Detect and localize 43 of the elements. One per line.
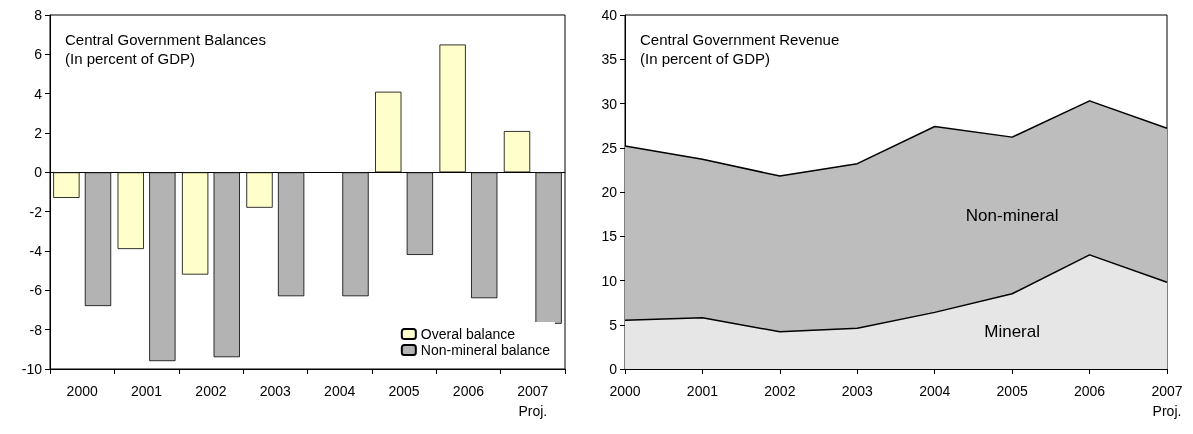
y-tick-label: -6 <box>29 282 43 299</box>
x-tick-label: 2007 Proj. <box>1151 383 1183 419</box>
x-tick-label: 2003 <box>841 383 874 399</box>
y-tick-label: 20 <box>601 184 618 200</box>
y-tick-label: -4 <box>29 243 43 259</box>
x-tick-label: 2001 <box>130 383 163 399</box>
x-tick-label: 2000 <box>609 383 641 399</box>
legend-label: Non-mineral balance <box>420 342 551 358</box>
text: (In percent of GDP) <box>65 50 196 67</box>
x-tick-label: 2005 <box>388 383 420 399</box>
x-tick-label: 2000 <box>66 383 98 399</box>
y-tick-label: 40 <box>601 7 618 23</box>
y-tick-label: 5 <box>609 316 618 333</box>
legend-label: Overal balance <box>420 326 516 342</box>
y-tick-label: 6 <box>34 46 43 63</box>
x-tick-label: 2005 <box>996 383 1028 399</box>
y-tick-label: 15 <box>601 228 618 245</box>
y-tick-label: -2 <box>29 203 43 220</box>
y-tick-label: 30 <box>601 95 618 112</box>
x-tick-label: 2004 <box>324 383 356 399</box>
text: Central Government Balances <box>65 31 266 48</box>
text: (In percent of GDP) <box>640 50 771 67</box>
y-tick-label: 2 <box>34 125 43 141</box>
x-tick-label: 2002 <box>764 383 796 399</box>
y-tick-label: 0 <box>34 164 43 181</box>
series-label: Non-mineral <box>965 205 1059 225</box>
y-tick-label: 25 <box>601 139 618 156</box>
y-tick-label: 35 <box>601 51 618 68</box>
x-tick-label: 2001 <box>686 383 719 399</box>
series-label: Mineral <box>984 321 1041 341</box>
y-tick-label: -8 <box>29 321 43 338</box>
x-tick-label: 2004 <box>919 383 951 399</box>
x-tick-label: 2002 <box>195 383 227 399</box>
y-tick-label: 4 <box>34 85 43 102</box>
x-tick-label: 2006 <box>452 383 485 399</box>
y-tick-label: 0 <box>609 361 618 377</box>
text: Central Government Revenue <box>640 31 840 48</box>
x-tick-label: 2007 Proj. <box>517 383 549 419</box>
x-tick-label: 2006 <box>1073 383 1106 399</box>
y-tick-label: 8 <box>34 7 43 23</box>
y-tick-label: -10 <box>21 361 43 377</box>
x-tick-label: 2003 <box>259 383 292 399</box>
y-tick-label: 10 <box>601 272 618 289</box>
